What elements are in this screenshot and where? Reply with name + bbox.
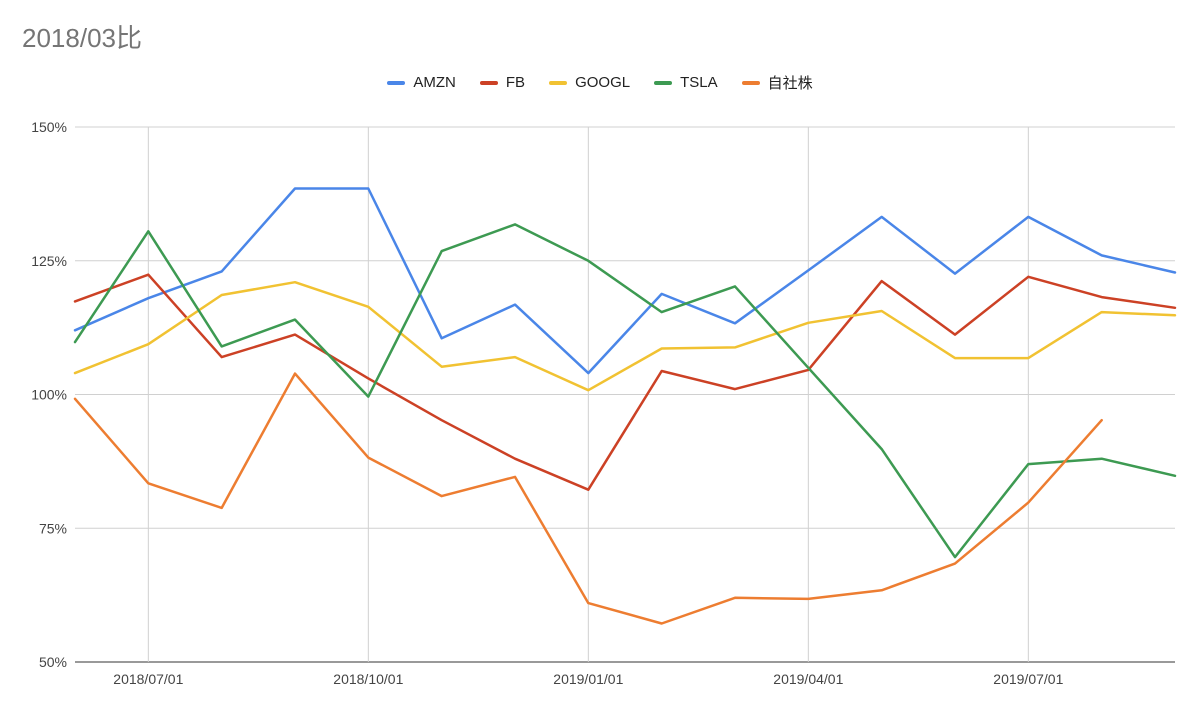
x-tick-label: 2019/01/01 bbox=[553, 671, 623, 687]
chart-title: 2018/03比 bbox=[22, 23, 142, 53]
legend-label: 自社株 bbox=[767, 75, 813, 92]
legend-item: GOOGL bbox=[549, 72, 630, 93]
legend-item: 自社株 bbox=[741, 72, 813, 93]
legend-label: TSLA bbox=[680, 74, 718, 91]
y-tick-label: 125% bbox=[31, 253, 67, 269]
legend-item: AMZN bbox=[387, 72, 456, 93]
series-line-AMZN bbox=[73, 187, 1177, 375]
series-line-GOOGL bbox=[73, 280, 1177, 392]
y-tick-label: 150% bbox=[31, 119, 67, 135]
series-line-FB bbox=[73, 273, 1177, 491]
series-line-自社株 bbox=[73, 372, 1103, 625]
x-tick-label: 2018/10/01 bbox=[333, 671, 403, 687]
x-tick-label: 2018/07/01 bbox=[113, 671, 183, 687]
y-tick-label: 75% bbox=[39, 520, 67, 536]
legend-swatch bbox=[479, 80, 498, 85]
legend-item: FB bbox=[479, 72, 526, 93]
legend-item: TSLA bbox=[654, 72, 718, 93]
legend-swatch bbox=[654, 80, 673, 85]
legend-swatch bbox=[549, 80, 568, 85]
legend-swatch bbox=[741, 80, 760, 85]
series-line-TSLA bbox=[73, 223, 1177, 559]
legend-label: GOOGL bbox=[575, 74, 631, 91]
x-tick-label: 2019/04/01 bbox=[773, 671, 843, 687]
chart-legend: AMZN FB GOOGL TSLA 自社株 bbox=[0, 72, 1200, 93]
x-tick-label: 2019/07/01 bbox=[993, 671, 1063, 687]
legend-swatch bbox=[387, 80, 406, 85]
legend-label: AMZN bbox=[413, 74, 456, 91]
y-tick-label: 100% bbox=[31, 387, 67, 403]
legend-label: FB bbox=[505, 74, 526, 91]
y-tick-label: 50% bbox=[39, 654, 67, 670]
